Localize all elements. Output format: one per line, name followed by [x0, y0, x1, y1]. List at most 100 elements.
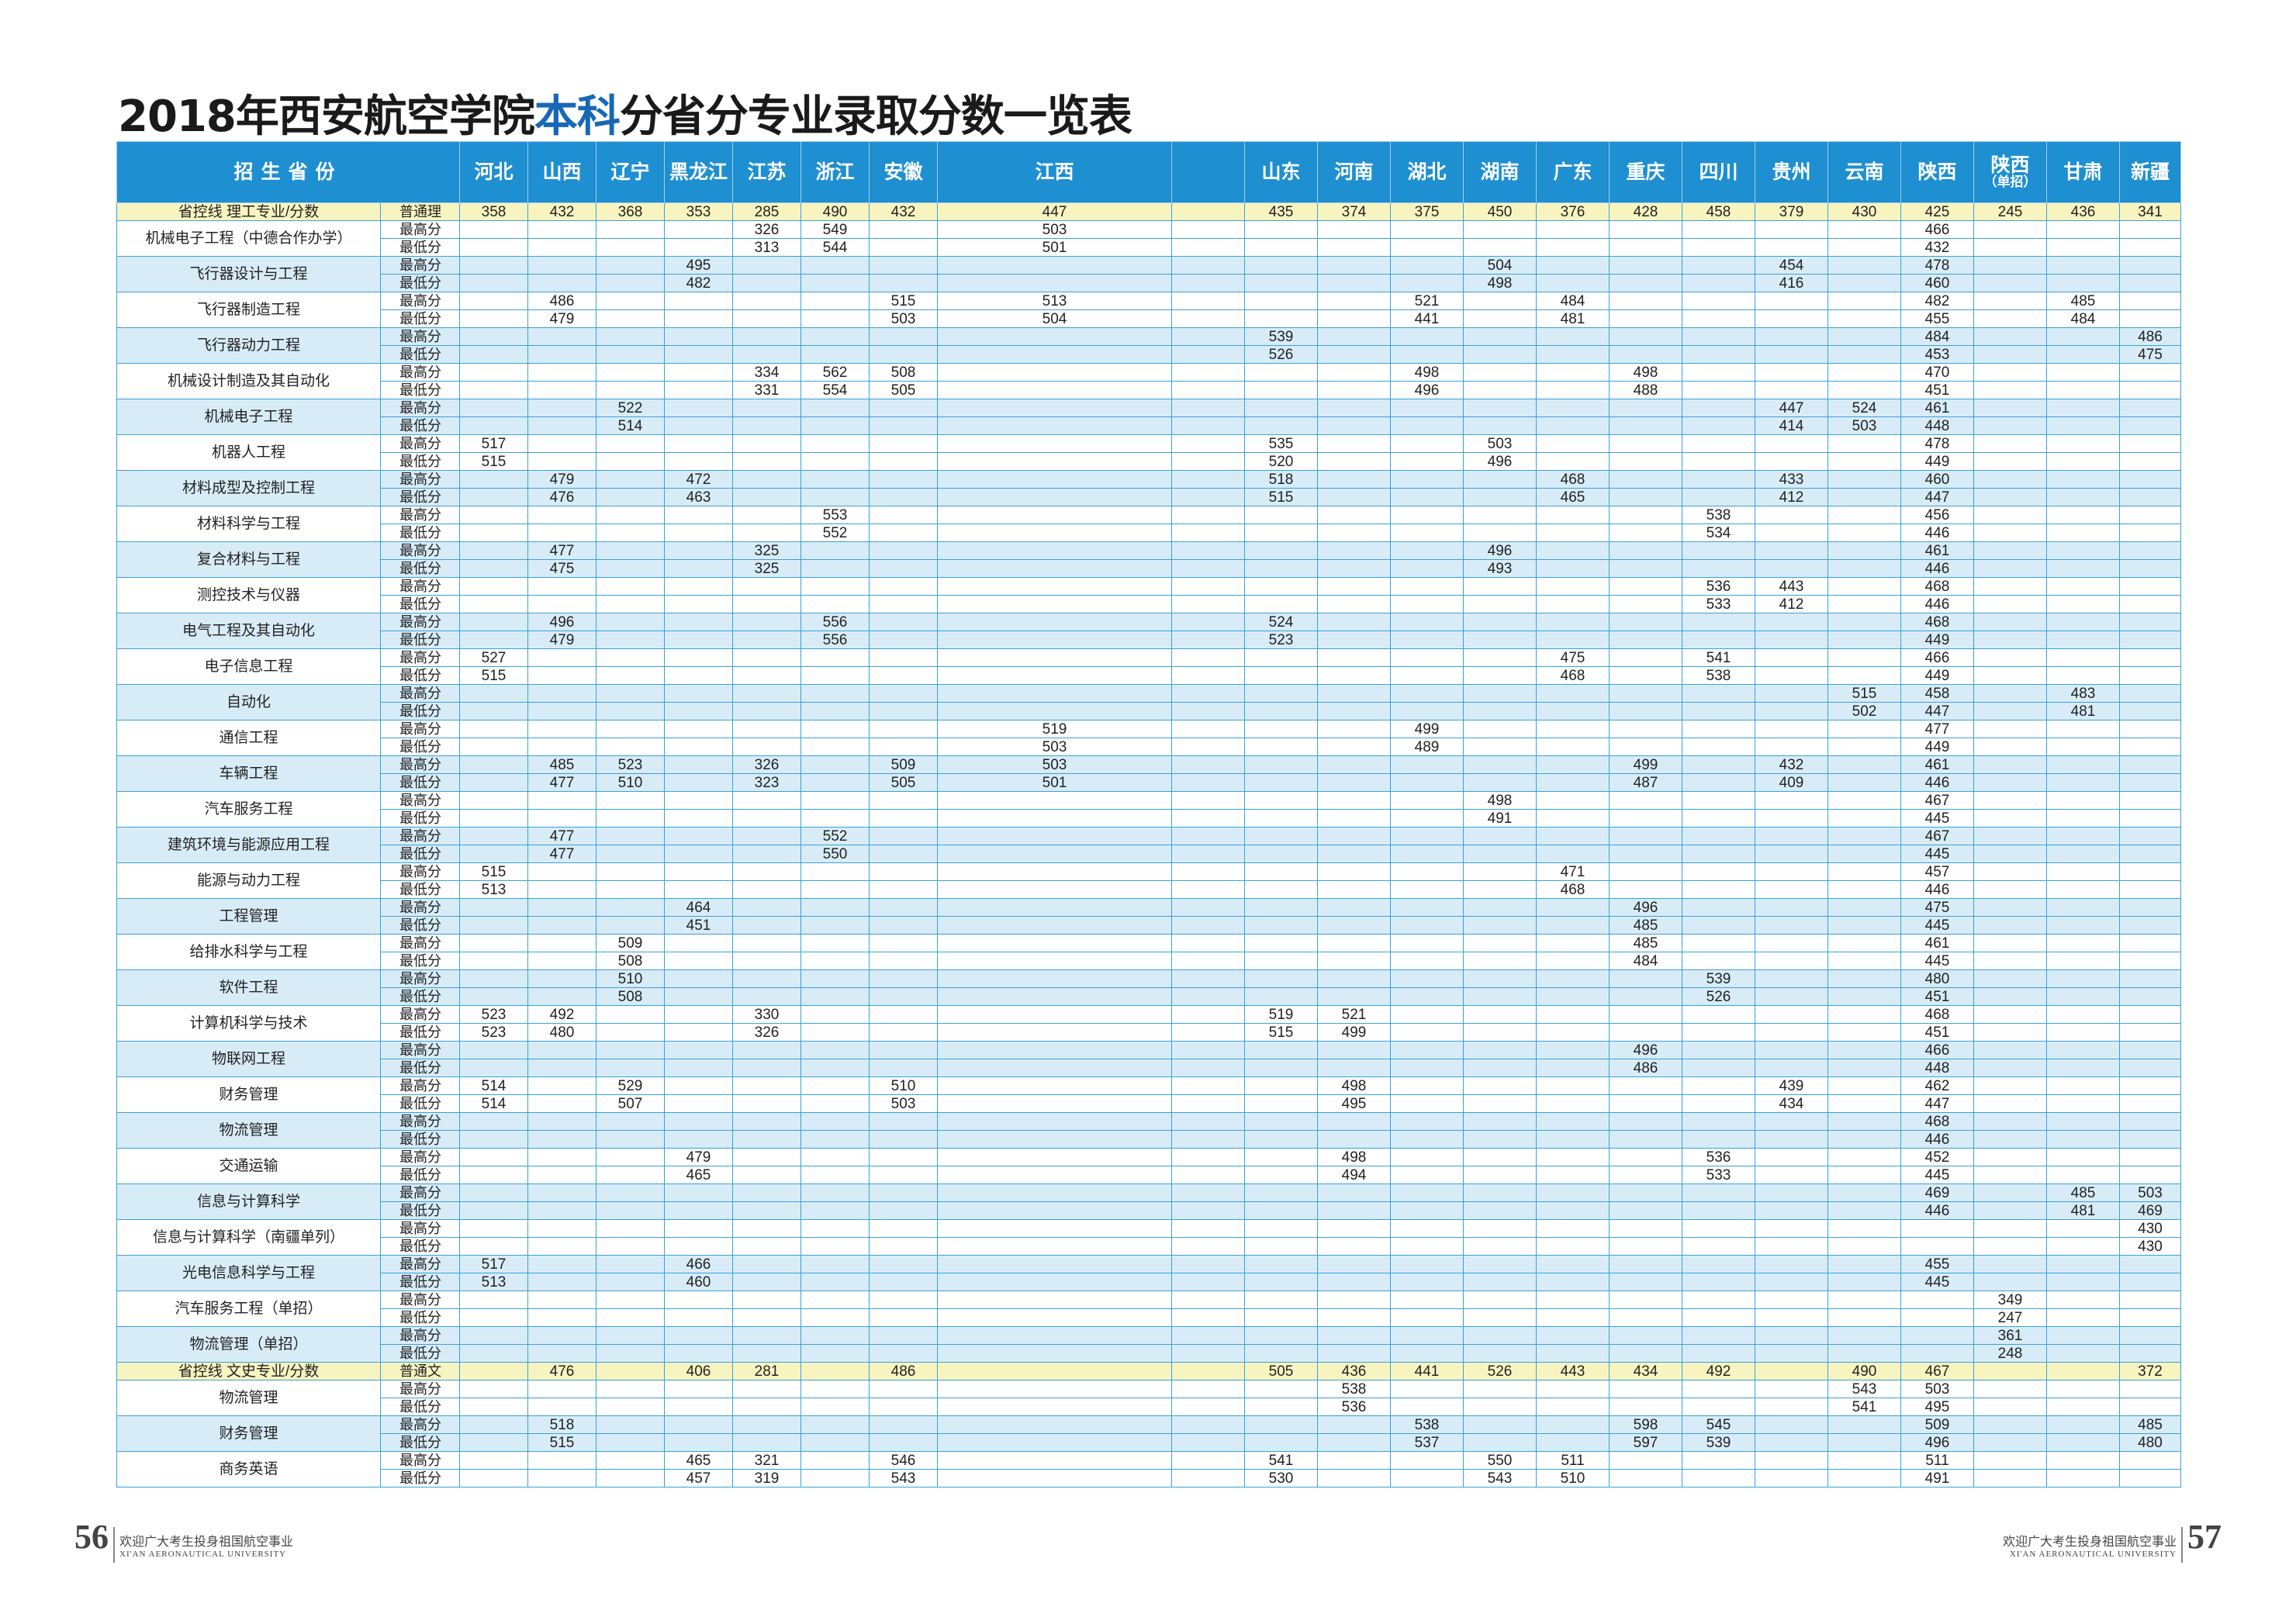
table-cell: [2046, 1398, 2121, 1416]
table-cell: [1682, 1469, 1756, 1488]
table-cell: 515: [869, 292, 939, 310]
table-cell: [1609, 559, 1683, 578]
table-cell: [1755, 791, 1829, 810]
table-cell: [1682, 1291, 1756, 1309]
table-cell: [732, 256, 802, 275]
table-cell: [527, 1059, 597, 1077]
table-cell: [527, 987, 597, 1006]
table-cell: [1463, 738, 1537, 756]
table-cell: 476: [527, 1362, 597, 1380]
table-cell: 511: [1536, 1451, 1610, 1470]
table-cell: [1317, 631, 1392, 649]
table-cell: [2119, 274, 2181, 292]
header-province-name: 重庆: [1626, 161, 1665, 184]
table-row: 测控技术与仪器 最高分 536 443 468: [116, 577, 2181, 613]
table-cell: [1609, 631, 1683, 649]
table-cell: [869, 559, 939, 578]
table-cell: [664, 1308, 734, 1327]
table-cell: [1317, 809, 1392, 828]
min-score-label: 最低分: [379, 1130, 461, 1149]
table-cell: [937, 969, 1173, 988]
table-cell: [2046, 220, 2121, 239]
table-cell: [1244, 916, 1319, 935]
table-cell: [2119, 1059, 2181, 1077]
table-cell: 508: [596, 987, 666, 1006]
table-cell: [1390, 631, 1464, 649]
table-cell: 495: [664, 256, 734, 275]
table-cell: [2046, 720, 2121, 738]
table-cell: [800, 1362, 870, 1380]
table-cell: [1827, 1344, 1902, 1363]
table-cell: [459, 987, 529, 1006]
min-score-label: 最低分: [379, 1469, 461, 1488]
table-cell: 538: [1682, 506, 1756, 524]
table-row: 电子信息工程 最高分 527 475 541 466: [116, 648, 2181, 685]
table-cell: 430: [2119, 1219, 2181, 1238]
table-cell: [869, 916, 939, 935]
table-cell: 472: [664, 470, 734, 489]
table-cell: [1827, 434, 1902, 453]
table-cell: [937, 381, 1173, 399]
table-cell: [2119, 1380, 2181, 1398]
table-cell: [1463, 1415, 1537, 1434]
table-cell: [2046, 1076, 2121, 1095]
table-cell: [1827, 720, 1902, 738]
table-row: 材料成型及控制工程 最高分 479 472 518 468 433 460: [116, 470, 2181, 506]
table-cell: 475: [2119, 345, 2181, 364]
table-cell: [1827, 1130, 1902, 1149]
table-cell: [800, 952, 870, 970]
table-cell: [459, 416, 529, 435]
table-cell: [1827, 506, 1902, 524]
table-cell: [1609, 470, 1683, 489]
table-cell: [1244, 969, 1319, 988]
table-cell: [1244, 880, 1319, 899]
table-cell: [1390, 1398, 1464, 1416]
table-cell: [1973, 773, 2048, 792]
table-cell: [1755, 613, 1829, 631]
table-cell: [664, 1094, 734, 1113]
table-cell: [2119, 952, 2181, 970]
table-cell: [2046, 845, 2121, 863]
table-cell: [732, 969, 802, 988]
header-province: 湖南: [1463, 141, 1537, 203]
table-cell: [732, 702, 802, 720]
table-cell: [1171, 256, 1246, 275]
table-cell: 477: [527, 827, 597, 845]
header-province: 贵州: [1755, 141, 1829, 203]
table-cell: [800, 1130, 870, 1149]
table-cell: [1536, 1255, 1610, 1273]
table-row: 最低分 491 445: [117, 809, 2181, 828]
table-cell: [459, 595, 529, 613]
table-cell: [596, 845, 666, 863]
table-cell: [1463, 1094, 1537, 1113]
table-cell: [2046, 595, 2121, 613]
table-cell: [664, 1023, 734, 1042]
table-cell: [1755, 1380, 1829, 1398]
table-cell: 475: [1900, 898, 1975, 917]
table-cell: [664, 1130, 734, 1149]
table-cell: [2119, 256, 2181, 275]
table-cell: [1171, 434, 1246, 453]
table-cell: [1755, 809, 1829, 828]
table-cell: [1317, 488, 1392, 506]
table-cell: [596, 898, 666, 917]
table-cell: [1609, 720, 1683, 738]
table-cell: [1609, 613, 1683, 631]
table-cell: [1171, 1344, 1246, 1363]
table-cell: 468: [1536, 666, 1610, 685]
table-cell: 486: [1609, 1059, 1683, 1077]
table-cell: [1463, 1023, 1537, 1042]
table-cell: [527, 702, 597, 720]
table-cell: [869, 506, 939, 524]
table-cell: [664, 613, 734, 631]
table-cell: [732, 1059, 802, 1077]
table-cell: [2046, 934, 2121, 952]
table-cell: [937, 577, 1173, 596]
table-cell: [596, 1273, 666, 1291]
table-cell: [2046, 345, 2121, 364]
table-cell: [2046, 1433, 2121, 1452]
table-cell: [1536, 1415, 1610, 1434]
table-cell: [937, 862, 1173, 881]
table-cell: [1171, 880, 1246, 899]
table-cell: 471: [1536, 862, 1610, 881]
